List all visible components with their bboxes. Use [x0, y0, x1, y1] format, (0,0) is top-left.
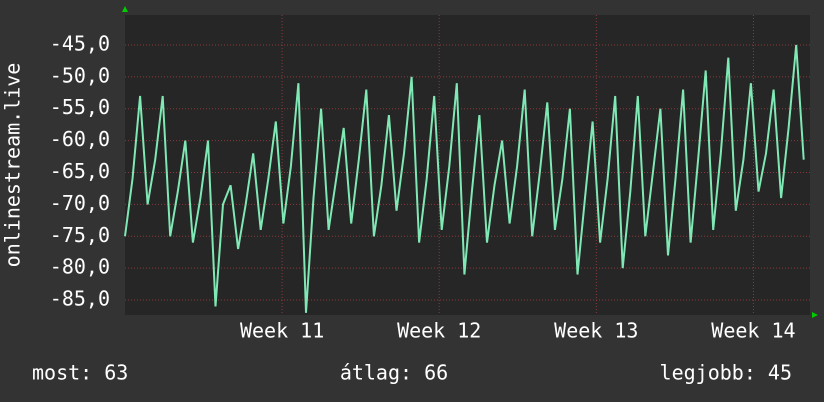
- y-tick-label: -60,0: [50, 127, 110, 151]
- axis-arrow: [812, 312, 818, 318]
- y-tick-label: -85,0: [50, 287, 110, 311]
- x-tick-label: Week 11: [240, 319, 324, 343]
- y-tick-label: -75,0: [50, 223, 110, 247]
- axis-arrow: [122, 6, 128, 12]
- y-tick-label: -50,0: [50, 63, 110, 87]
- footer-average: átlag: 66: [340, 361, 448, 385]
- x-tick-label: Week 12: [397, 319, 481, 343]
- x-tick-label: Week 14: [711, 319, 795, 343]
- plot-area: [125, 15, 810, 315]
- footer-current: most: 63: [32, 361, 128, 385]
- y-tick-label: -65,0: [50, 159, 110, 183]
- y-tick-label: -70,0: [50, 191, 110, 215]
- y-tick-label: -80,0: [50, 255, 110, 279]
- y-tick-label: -45,0: [50, 31, 110, 55]
- x-tick-label: Week 13: [554, 319, 638, 343]
- footer-best: legjobb: 45: [660, 361, 792, 385]
- data-line: [124, 44, 805, 313]
- y-tick-label: -55,0: [50, 95, 110, 119]
- y-axis-label: onlinestream.live: [1, 63, 25, 268]
